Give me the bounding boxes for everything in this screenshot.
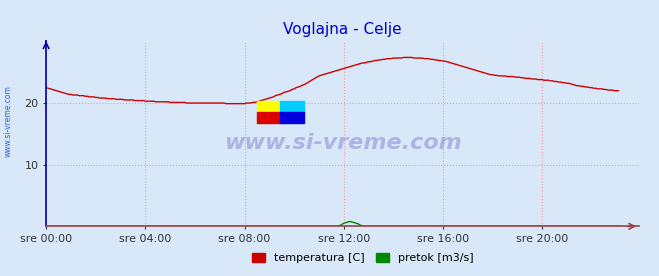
Bar bbox=[257, 112, 281, 123]
Text: www.si-vreme.com: www.si-vreme.com bbox=[224, 133, 461, 153]
Legend: temperatura [C], pretok [m3/s]: temperatura [C], pretok [m3/s] bbox=[247, 248, 478, 268]
Bar bbox=[281, 100, 304, 112]
Text: www.si-vreme.com: www.si-vreme.com bbox=[4, 86, 13, 157]
Title: Voglajna - Celje: Voglajna - Celje bbox=[283, 22, 402, 38]
Bar bbox=[257, 100, 281, 112]
Bar bbox=[281, 112, 304, 123]
